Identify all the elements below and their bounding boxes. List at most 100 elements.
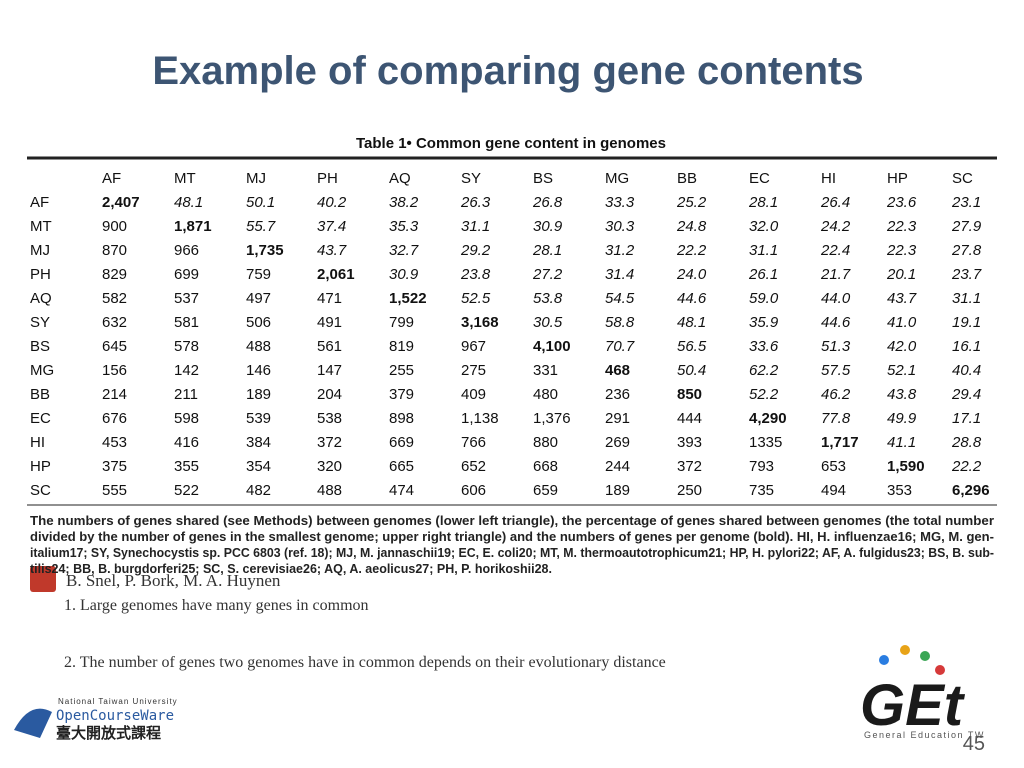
- table-cell: 77.8: [821, 410, 851, 427]
- table-cell: 538: [317, 410, 342, 427]
- table-cell: 506: [246, 314, 271, 331]
- column-header: AF: [102, 170, 121, 187]
- column-header: BS: [533, 170, 553, 187]
- dot: [879, 655, 889, 665]
- table-cell: 537: [174, 290, 199, 307]
- table-cell: 453: [102, 434, 127, 451]
- book-icon: [30, 566, 56, 592]
- table-cell: 42.0: [887, 338, 917, 355]
- table-cell: 269: [605, 434, 630, 451]
- table-cell: 27.9: [951, 218, 982, 235]
- table-cell: 204: [317, 386, 342, 403]
- table-cell: 1,376: [533, 410, 571, 427]
- column-header: SY: [461, 170, 481, 187]
- table-cell: 555: [102, 482, 127, 499]
- table-cell: 21.7: [820, 266, 851, 283]
- table-cell: 372: [677, 458, 702, 475]
- table-cell: 38.2: [389, 194, 419, 211]
- table-cell: 898: [389, 410, 414, 427]
- row-header: BB: [30, 386, 50, 403]
- table-cell: 26.3: [460, 194, 491, 211]
- table-cell: 632: [102, 314, 127, 331]
- table-cell: 189: [605, 482, 630, 499]
- table-cell: 494: [821, 482, 846, 499]
- table-cell: 353: [887, 482, 912, 499]
- table-cell: 37.4: [317, 218, 346, 235]
- table-cell: 766: [461, 434, 486, 451]
- table-cell: 26.1: [748, 266, 778, 283]
- table-cell: 699: [174, 266, 199, 283]
- table-cell: 578: [174, 338, 199, 355]
- table-cell: 22.3: [886, 242, 917, 259]
- page-number: 45: [963, 733, 985, 755]
- table-cell: 379: [389, 386, 414, 403]
- row-header: HP: [30, 458, 51, 475]
- table-cell: 819: [389, 338, 414, 355]
- table-cell: 50.4: [677, 362, 706, 379]
- row-header: BS: [30, 338, 50, 355]
- table-cell: 539: [246, 410, 271, 427]
- table-cell: 900: [102, 218, 127, 235]
- table-caption: The numbers of genes shared (see Methods…: [30, 514, 994, 528]
- table-cell: 355: [174, 458, 199, 475]
- table-cell: 28.8: [951, 434, 982, 451]
- table-cell: 26.8: [532, 194, 563, 211]
- table-cell: 58.8: [605, 314, 635, 331]
- table-cell: 27.8: [951, 242, 982, 259]
- table-cell: 142: [174, 362, 199, 379]
- table-cell: 291: [605, 410, 630, 427]
- table-cell: 850: [677, 386, 702, 403]
- table-cell: 474: [389, 482, 414, 499]
- row-header: HI: [30, 434, 45, 451]
- table-cell: 146: [246, 362, 271, 379]
- table-cell: 665: [389, 458, 414, 475]
- table-cell: 22.2: [951, 458, 982, 475]
- table-cell: 372: [317, 434, 342, 451]
- table-cell: 482: [246, 482, 271, 499]
- row-header: AF: [30, 194, 49, 211]
- table-cell: 29.4: [951, 386, 981, 403]
- table-cell: 31.2: [605, 242, 635, 259]
- column-header: MT: [174, 170, 196, 187]
- table-cell: 44.6: [677, 290, 707, 307]
- column-header: PH: [317, 170, 338, 187]
- table-cell: 2,407: [102, 194, 140, 211]
- table-cell: 27.2: [532, 266, 563, 283]
- table-cell: 31.1: [461, 218, 490, 235]
- table-cell: 41.0: [887, 314, 917, 331]
- row-header: AQ: [30, 290, 52, 307]
- table-cell: 22.4: [820, 242, 850, 259]
- table-cell: 19.1: [952, 314, 981, 331]
- table-cell: 275: [461, 362, 486, 379]
- ocw-name: OpenCourseWare: [56, 708, 174, 724]
- table-cell: 214: [102, 386, 127, 403]
- table-cell: 2,061: [317, 266, 355, 283]
- column-header: SC: [952, 170, 973, 187]
- table-caption: tilis24; BB, B. burgdorferi25; SC, S. ce…: [30, 562, 552, 576]
- table-cell: 28.1: [532, 242, 562, 259]
- column-header: AQ: [389, 170, 411, 187]
- table-cell: 645: [102, 338, 127, 355]
- table-cell: 331: [533, 362, 558, 379]
- dot: [920, 651, 930, 661]
- table-cell: 23.6: [886, 194, 917, 211]
- dot: [900, 645, 910, 655]
- table-cell: 17.1: [952, 410, 981, 427]
- table-cell: 43.7: [887, 290, 917, 307]
- table-cell: 62.2: [749, 362, 779, 379]
- table-cell: 6,296: [952, 482, 990, 499]
- table-cell: 3,168: [461, 314, 499, 331]
- table-cell: 488: [317, 482, 342, 499]
- table-cell: 23.8: [460, 266, 491, 283]
- column-header: MJ: [246, 170, 266, 187]
- table-cell: 1335: [749, 434, 782, 451]
- table-cell: 211: [174, 386, 198, 403]
- table-cell: 25.2: [676, 194, 707, 211]
- table-cell: 24.8: [676, 218, 707, 235]
- table-cell: 28.1: [748, 194, 778, 211]
- table-cell: 54.5: [605, 290, 635, 307]
- dot: [935, 665, 945, 675]
- table-caption: italium17; SY, Synechocystis sp. PCC 680…: [30, 546, 994, 560]
- table-cell: 676: [102, 410, 127, 427]
